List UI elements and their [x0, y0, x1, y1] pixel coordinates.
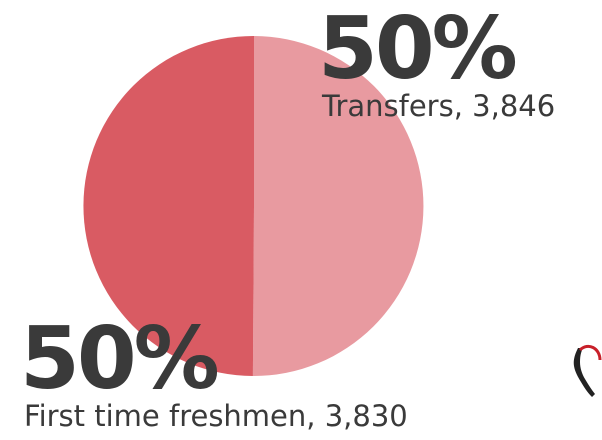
percent-label-transfers: 50% — [318, 0, 518, 99]
pie-slice-transfers — [252, 36, 424, 377]
logo-state-shape — [573, 348, 595, 397]
percent-label-freshmen: 50% — [20, 309, 220, 409]
pie-slice-freshmen — [83, 35, 254, 376]
california-state-outline-logo — [573, 344, 602, 397]
slice-label-transfers: Transfers, 3,846 — [322, 89, 556, 123]
logo-accent-arc — [578, 344, 602, 361]
slice-label-freshmen: First time freshmen, 3,830 — [24, 399, 408, 433]
